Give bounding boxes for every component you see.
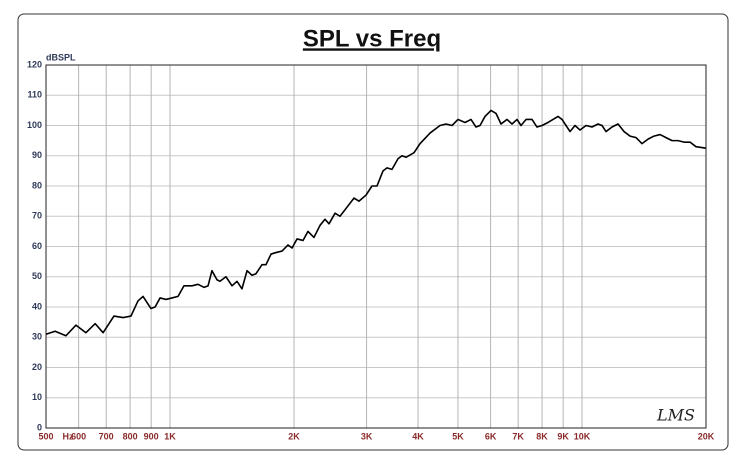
y-tick-label: 20 — [32, 362, 42, 372]
y-tick-label: 60 — [32, 241, 42, 251]
response-line — [45, 109, 707, 337]
y-tick-label: 110 — [27, 90, 42, 100]
y-tick-label: 90 — [32, 150, 42, 160]
y-tick-label: 80 — [32, 180, 42, 190]
x-axis-label: Hz — [63, 431, 74, 441]
x-tick-label: 6K — [485, 431, 497, 441]
y-tick-label: 0 — [37, 422, 42, 432]
y-axis-label: dBSPL — [46, 52, 76, 62]
x-tick-label: 900 — [144, 431, 159, 441]
x-tick-label: 600 — [71, 431, 86, 441]
x-tick-label: 7K — [512, 431, 524, 441]
x-tick-label: 9K — [557, 431, 569, 441]
x-tick-label: 8K — [536, 431, 548, 441]
x-tick-label: 2K — [288, 431, 300, 441]
plot-border — [45, 64, 707, 429]
y-tick-label: 40 — [32, 301, 42, 311]
x-tick-label: 3K — [361, 431, 373, 441]
x-tick-label: 20K — [698, 431, 715, 441]
y-tick-label: 10 — [32, 392, 42, 402]
y-tick-label: 120 — [27, 59, 42, 69]
logo: LMS — [656, 406, 695, 425]
y-tick-label: 50 — [32, 271, 42, 281]
x-tick-label: 500 — [38, 431, 53, 441]
x-tick-label: 1K — [164, 431, 176, 441]
x-tick-label: 4K — [412, 431, 424, 441]
x-tick-label: 800 — [123, 431, 138, 441]
x-tick-label: 700 — [99, 431, 114, 441]
y-tick-label: 100 — [27, 120, 42, 130]
x-tick-label: 5K — [452, 431, 464, 441]
x-tick-label: 10K — [574, 431, 591, 441]
chart-title: SPL vs Freq — [303, 25, 441, 52]
y-tick-label: 30 — [32, 332, 42, 342]
y-tick-label: 70 — [32, 211, 42, 221]
